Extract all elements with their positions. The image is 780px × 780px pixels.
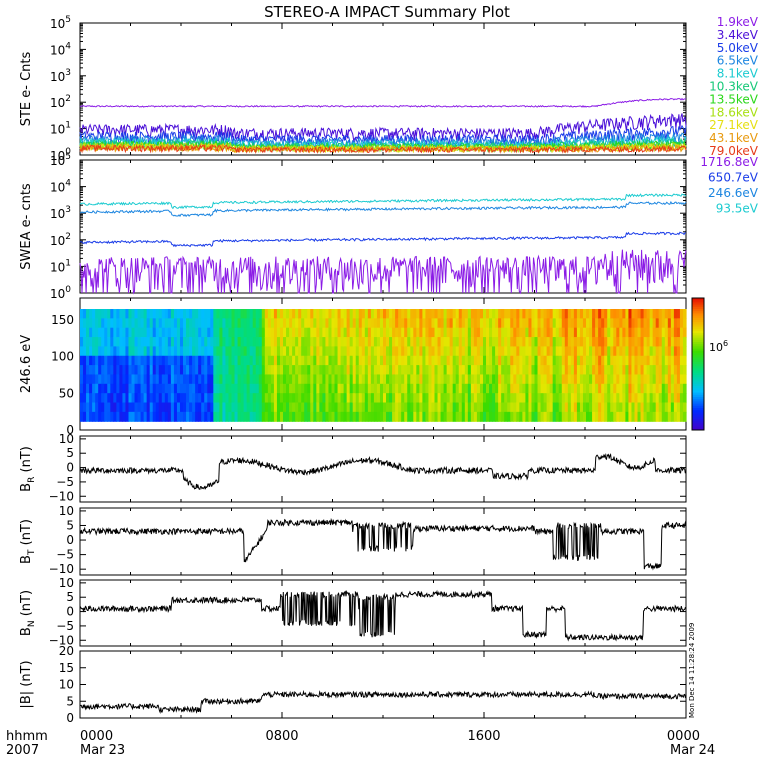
pad-ytick: 0 (66, 423, 74, 437)
ste-series-79.0keV (79, 143, 687, 154)
swea-ytick: 105 (50, 152, 71, 168)
start-date: Mar 23 (80, 743, 125, 758)
br-ytick: 0 (66, 461, 74, 475)
bt-ytick: 0 (66, 533, 74, 547)
pad-heatmap-cells (80, 309, 687, 422)
ste-series-1.9keV (79, 97, 687, 108)
bmag-ytick: 0 (66, 711, 74, 725)
bmag-ytick: 20 (59, 644, 74, 658)
br-ytick: −5 (56, 475, 74, 489)
ste-legend-1.9keV: 1.9keV (717, 15, 759, 29)
end-date: Mar 24 (670, 743, 715, 758)
plot-title: STEREO-A IMPACT Summary Plot (264, 3, 510, 21)
pad-ytick: 150 (51, 313, 74, 327)
pad-ylabel: 246.6 eV (19, 335, 34, 393)
swea-ylabel: SWEA e- cnts (19, 183, 34, 270)
ste-legend-43.1keV: 43.1keV (709, 131, 759, 145)
br-ytick: 5 (66, 446, 74, 460)
swea-legend-650.7eV: 650.7eV (708, 171, 759, 185)
bn-ytick: 0 (66, 605, 74, 619)
bmag-line (79, 689, 687, 715)
ste-ytick: 101 (50, 121, 71, 137)
swea-ytick: 104 (50, 179, 71, 195)
bmag-ylabel: |B| (nT) (19, 660, 34, 708)
ste-ytick: 105 (50, 15, 71, 31)
ste-ytick: 102 (50, 94, 71, 110)
bt-ytick: 10 (59, 504, 74, 518)
bn-line (79, 589, 687, 642)
year-label: 2007 (6, 743, 39, 758)
x-tick-label: 0000 (80, 729, 113, 744)
ste-legend-3.4keV: 3.4keV (717, 28, 759, 42)
ste-ytick: 103 (50, 68, 71, 84)
ste-legend-13.5keV: 13.5keV (709, 92, 759, 106)
swea-series-93.5eV (79, 193, 687, 210)
swea-series-650.7eV (79, 231, 687, 248)
ste-legend-8.1keV: 8.1keV (717, 67, 759, 81)
bn-ytick: −10 (49, 633, 74, 647)
br-ytick: −10 (49, 489, 74, 503)
bt-line (79, 517, 687, 571)
pad-ytick: 100 (51, 350, 74, 364)
bn-ytick: 10 (59, 576, 74, 590)
swea-legend-93.5eV: 93.5eV (716, 202, 759, 216)
time-label: hhmm (6, 729, 48, 744)
ste-ytick: 100 (50, 147, 71, 163)
swea-ytick: 100 (50, 285, 71, 301)
bt-ylabel: BT (nT) (19, 519, 37, 564)
ste-ytick: 104 (50, 41, 71, 57)
timestamp: Mon Dec 14 11:28:24 2009 (688, 623, 696, 718)
swea-legend-1716.8eV: 1716.8eV (700, 155, 758, 169)
swea-ytick: 101 (50, 258, 71, 274)
ste-legend-5.0keV: 5.0keV (717, 41, 759, 55)
x-tick-label: 0800 (265, 729, 298, 744)
br-ylabel: BR (nT) (19, 446, 37, 492)
bmag-ytick: 10 (59, 678, 74, 692)
ste-legend-79.0keV: 79.0keV (709, 144, 759, 158)
ste-legend-10.3keV: 10.3keV (709, 80, 759, 94)
br-ytick: 10 (59, 432, 74, 446)
swea-series-1716.8eV (79, 249, 687, 295)
bmag-ytick: 5 (66, 694, 74, 708)
bn-ytick: 5 (66, 590, 74, 604)
bt-ytick: −5 (56, 548, 74, 562)
swea-ytick: 103 (50, 205, 71, 221)
bn-ylabel: BN (nT) (19, 590, 37, 636)
bn-ytick: −5 (56, 619, 74, 633)
swea-ytick: 102 (50, 232, 71, 248)
colorbar-label: 106 (709, 339, 728, 354)
ste-legend-18.6keV: 18.6keV (709, 105, 759, 119)
swea-series-246.6eV (79, 200, 687, 218)
pad-ytick: 50 (59, 386, 74, 400)
ste-ylabel: STE e- Cnts (19, 51, 34, 126)
x-tick-label: 0000 (667, 729, 700, 744)
ste-legend-6.5keV: 6.5keV (717, 54, 759, 68)
colorbar: 106 (691, 297, 728, 431)
swea-legend-246.6eV: 246.6eV (708, 186, 759, 200)
ste-legend-27.1keV: 27.1keV (709, 118, 759, 132)
bt-ytick: 5 (66, 518, 74, 532)
bmag-ytick: 15 (59, 661, 74, 675)
bt-ytick: −10 (49, 562, 74, 576)
br-line (79, 453, 687, 490)
x-tick-label: 1600 (467, 729, 500, 744)
